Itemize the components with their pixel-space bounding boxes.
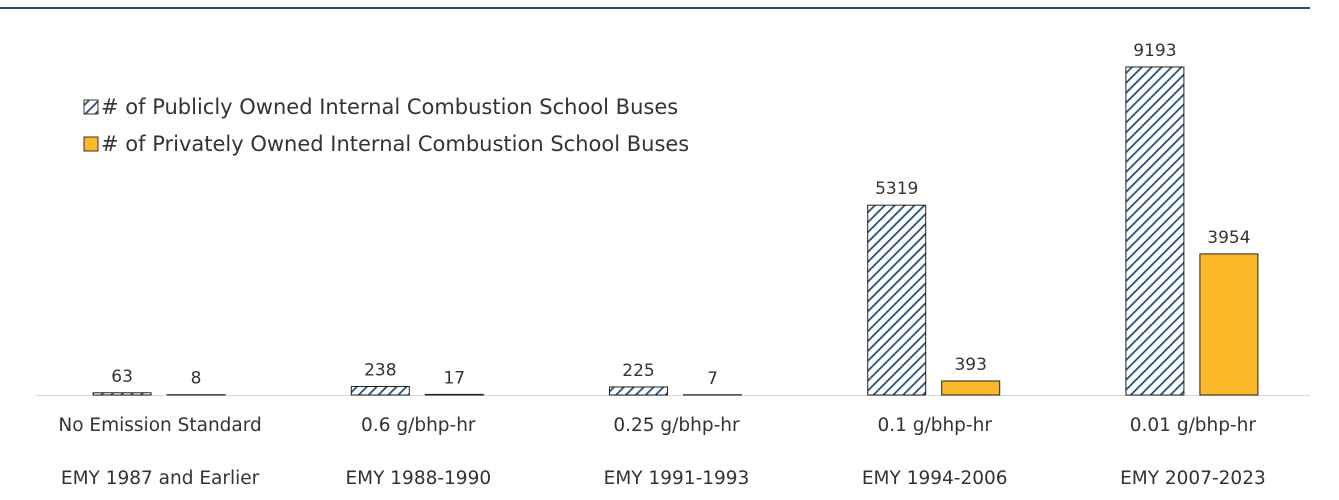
- legend-swatch: [83, 99, 99, 115]
- bar: [609, 386, 668, 396]
- x-tick-label: 0.6 g/bhp-hr: [361, 415, 476, 436]
- x-tick-label: 0.01 g/bhp-hr: [1130, 415, 1257, 436]
- value-label: 3954: [1207, 228, 1250, 248]
- legend-label: # of Publicly Owned Internal Combustion …: [101, 95, 678, 119]
- x-tick-label: No Emission Standard: [58, 415, 261, 436]
- value-label: 63: [111, 367, 133, 387]
- value-label: 7: [707, 369, 718, 389]
- legend-label: # of Privately Owned Internal Combustion…: [101, 132, 689, 156]
- value-label: 5319: [875, 179, 918, 199]
- bar: [1199, 253, 1259, 396]
- x-tick-label: EMY 1987 and Earlier: [61, 468, 260, 489]
- x-tick-label: EMY 1991-1993: [604, 468, 750, 489]
- value-label: 238: [364, 361, 396, 381]
- bar: [424, 393, 484, 396]
- bar: [1125, 66, 1185, 396]
- bar: [92, 392, 152, 396]
- bar: [867, 204, 927, 396]
- bar: [941, 380, 1001, 396]
- x-tick-label: EMY 1994-2006: [862, 468, 1008, 489]
- value-label: 393: [954, 355, 986, 375]
- x-tick-label: EMY 1988-1990: [345, 468, 491, 489]
- legend-swatch: [83, 136, 99, 152]
- value-label: 17: [443, 368, 465, 388]
- value-label: 225: [622, 361, 654, 381]
- x-tick-label: 0.1 g/bhp-hr: [877, 415, 992, 436]
- value-label: 8: [191, 369, 202, 389]
- value-label: 9193: [1133, 41, 1176, 61]
- bar: [350, 386, 410, 396]
- x-tick-label: 0.25 g/bhp-hr: [613, 415, 740, 436]
- x-tick-label: EMY 2007-2023: [1120, 468, 1266, 489]
